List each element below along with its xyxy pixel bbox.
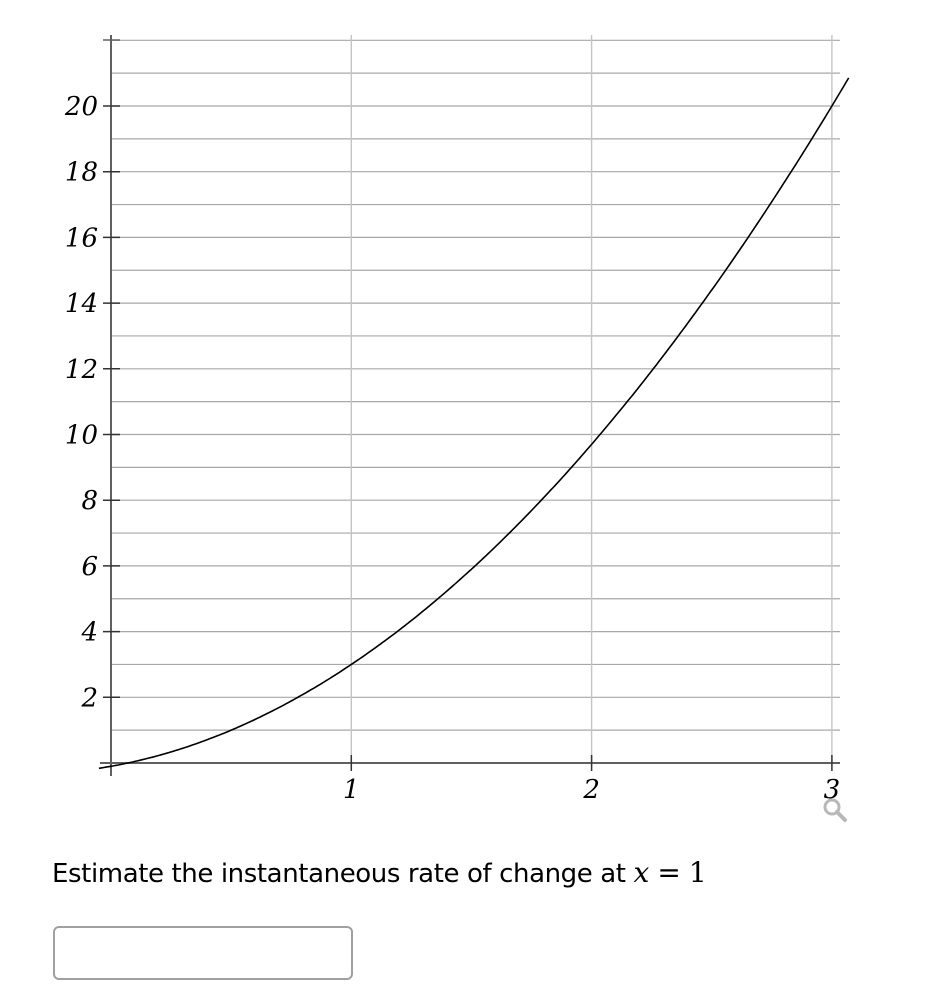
math-variable: x <box>633 856 649 889</box>
y-tick-label: 10 <box>65 421 98 451</box>
question-text: Estimate the instantaneous rate of chang… <box>52 859 634 889</box>
x-tick-label: 2 <box>582 775 600 805</box>
question-prompt: Estimate the instantaneous rate of chang… <box>52 856 707 889</box>
x-tick-label: 1 <box>343 775 360 805</box>
math-equals: = <box>648 856 689 889</box>
vertical-gridlines <box>350 35 833 766</box>
math-value: 1 <box>688 856 707 889</box>
y-tick-label: 16 <box>65 223 98 253</box>
x-axis-ticks: 1 2 3 <box>343 755 840 805</box>
y-tick-label: 20 <box>64 92 98 122</box>
magnifier-icon <box>823 798 847 822</box>
y-tick-label: 6 <box>81 552 98 582</box>
function-curve <box>98 77 850 770</box>
x-tick-label: 3 <box>824 775 841 805</box>
math-expression: x = 1 <box>633 856 706 889</box>
y-tick-label: 8 <box>81 486 98 516</box>
y-axis-ticks: 2 4 6 8 10 12 14 16 18 20 <box>64 92 120 713</box>
y-tick-label: 18 <box>65 158 98 188</box>
y-tick-label: 2 <box>80 683 98 713</box>
y-tick-label: 4 <box>80 618 98 648</box>
zoom-graph-button[interactable] <box>818 795 854 825</box>
axes <box>100 35 840 776</box>
y-tick-label: 14 <box>65 289 98 319</box>
horizontal-gridlines <box>111 39 840 731</box>
answer-input[interactable] <box>53 926 353 980</box>
y-tick-label: 12 <box>65 355 98 385</box>
